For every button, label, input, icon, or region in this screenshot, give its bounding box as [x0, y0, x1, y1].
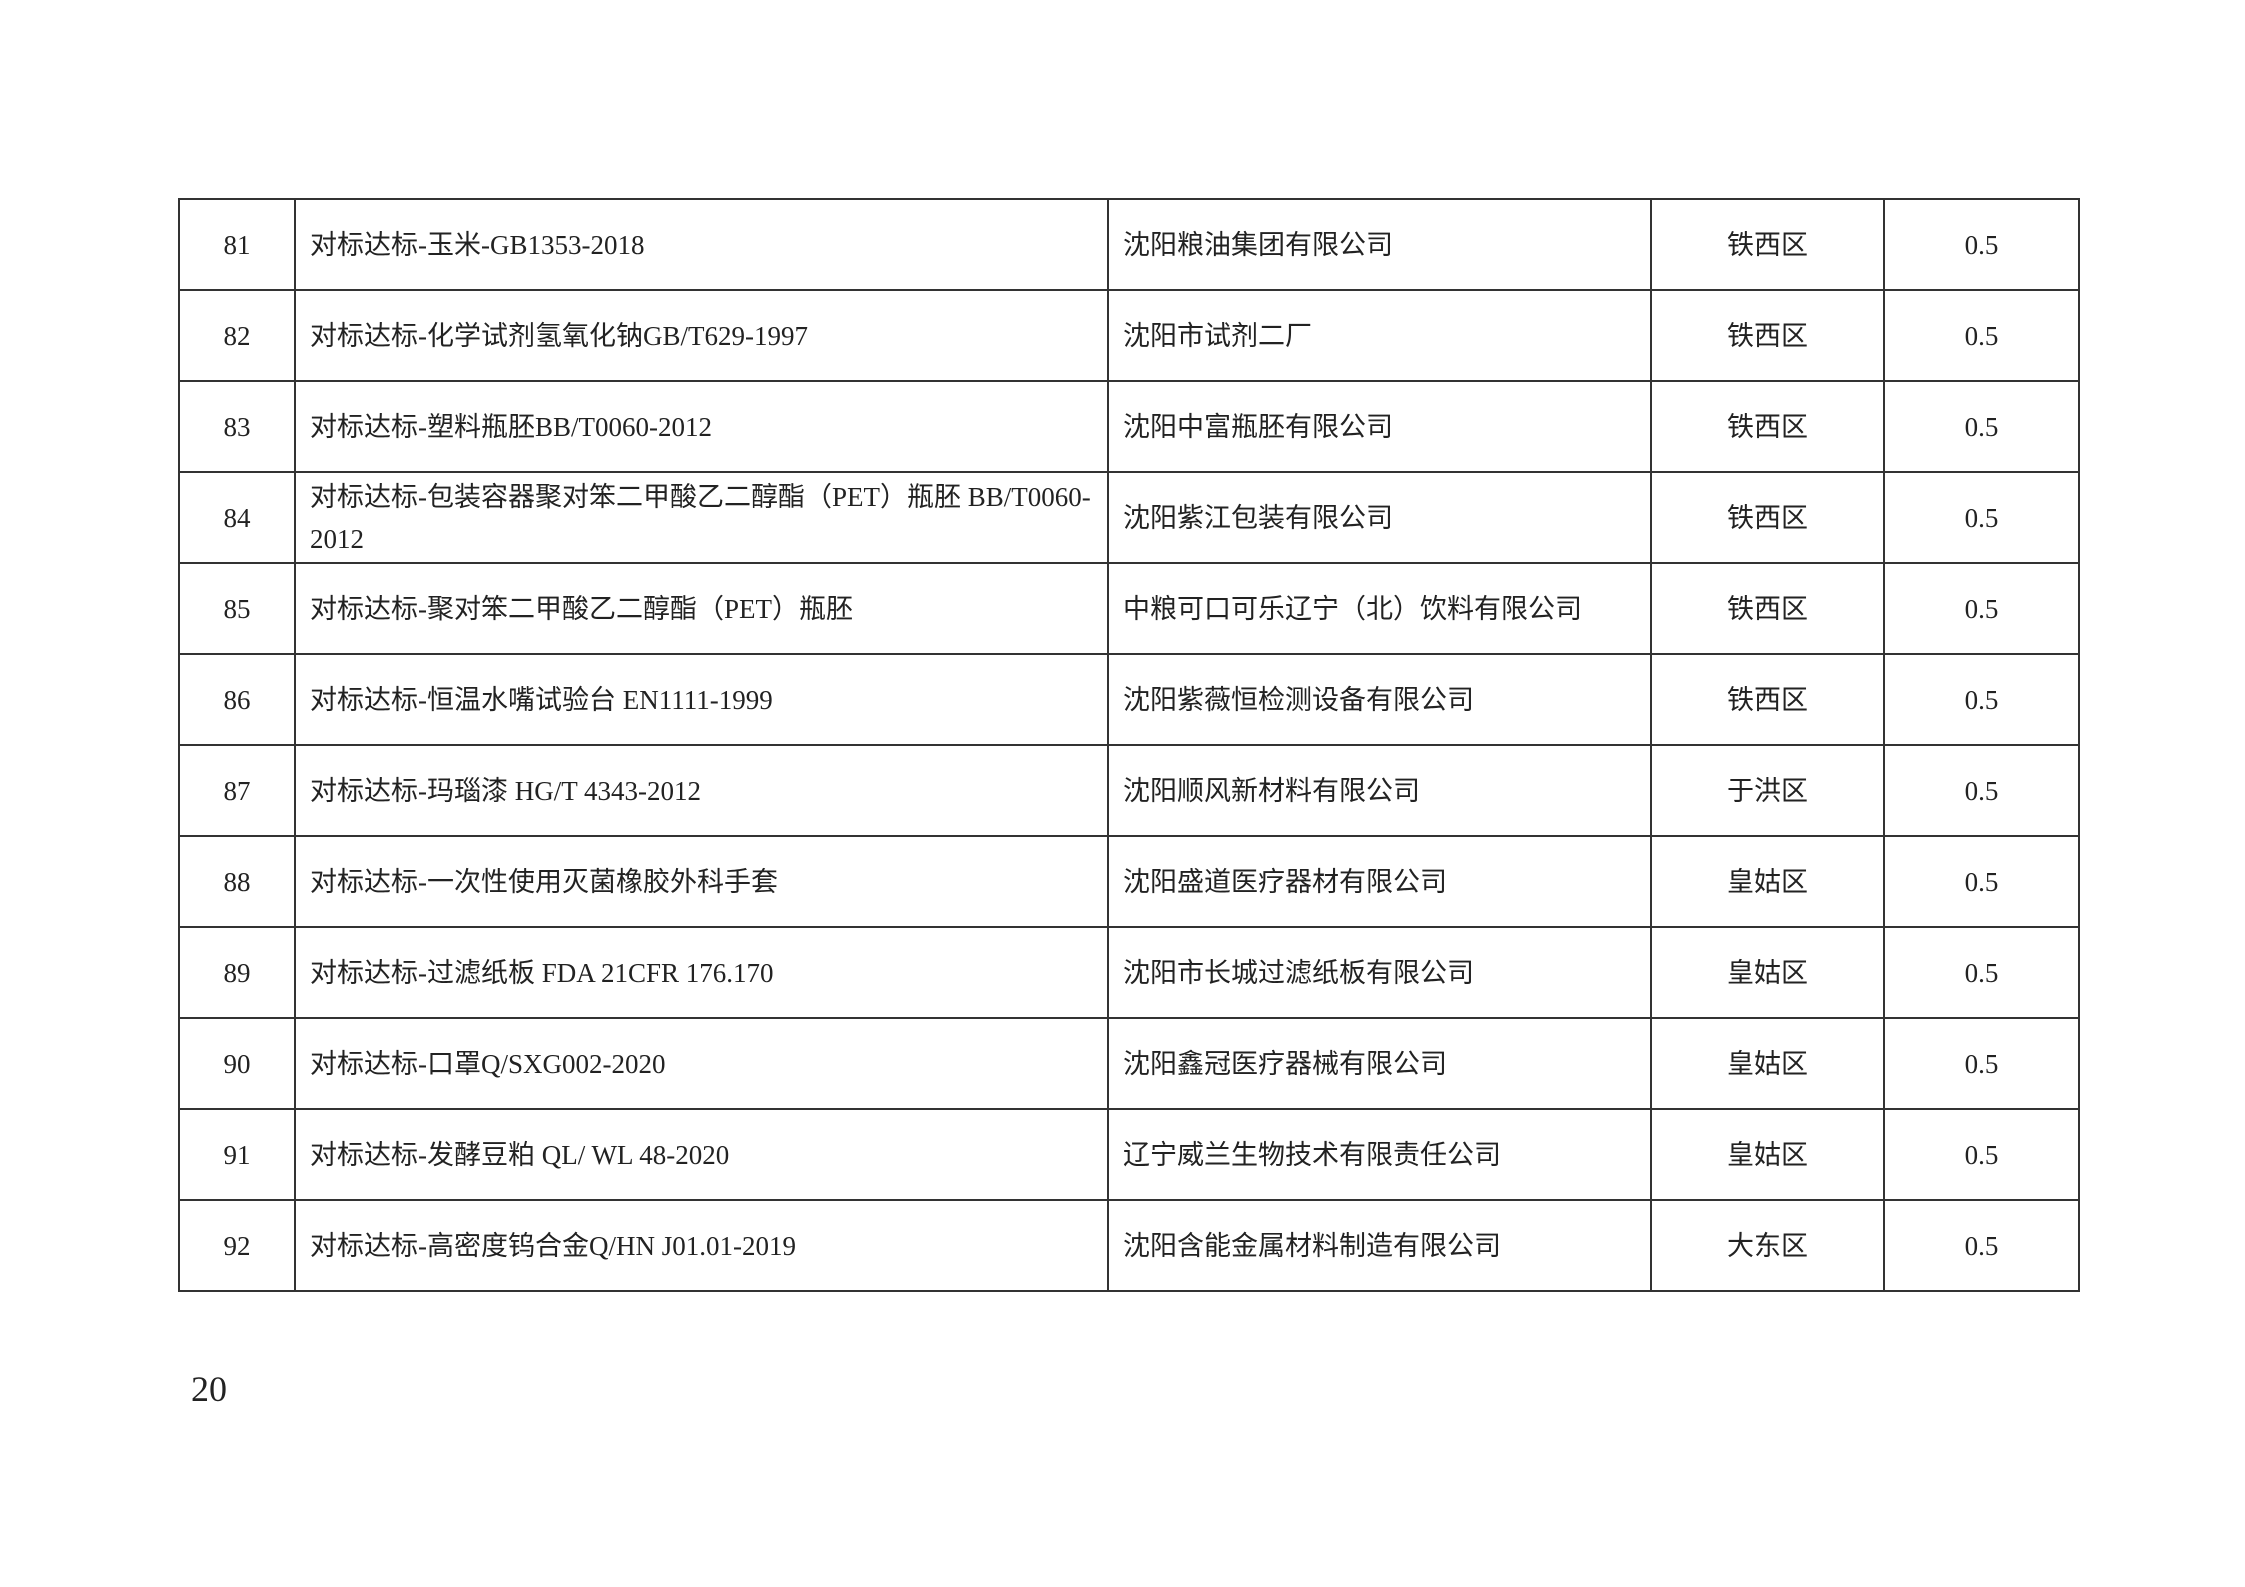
amount-cell: 0.5: [1883, 289, 2080, 382]
company-cell: 沈阳顺风新材料有限公司: [1107, 744, 1652, 837]
project-name-cell: 对标达标-口罩Q/SXG002-2020: [294, 1017, 1109, 1110]
company-cell: 沈阳紫薇恒检测设备有限公司: [1107, 653, 1652, 746]
district-cell: 大东区: [1650, 1199, 1885, 1292]
table-row: 92 对标达标-高密度钨合金Q/HN J01.01-2019 沈阳含能金属材料制造有…: [178, 1199, 2080, 1292]
amount-cell: 0.5: [1883, 1108, 2080, 1201]
page-number: 20: [191, 1369, 227, 1409]
amount-cell: 0.5: [1883, 835, 2080, 928]
row-number-cell: 85: [178, 562, 296, 655]
project-name-cell: 对标达标-过滤纸板 FDA 21CFR 176.170: [294, 926, 1109, 1019]
project-name-cell: 对标达标-高密度钨合金Q/HN J01.01-2019: [294, 1199, 1109, 1292]
project-name-cell: 对标达标-包装容器聚对笨二甲酸乙二醇酯（PET）瓶胚 BB/T0060-2012: [294, 471, 1109, 564]
table-row: 82 对标达标-化学试剂氢氧化钠GB/T629-1997 沈阳市试剂二厂 铁西区 0.5: [178, 289, 2080, 382]
district-cell: 皇姑区: [1650, 1108, 1885, 1201]
row-number-cell: 87: [178, 744, 296, 837]
company-cell: 沈阳鑫冠医疗器械有限公司: [1107, 1017, 1652, 1110]
table-row: 81 对标达标-玉米-GB1353-2018 沈阳粮油集团有限公司 铁西区 0.5: [178, 198, 2080, 291]
project-name-cell: 对标达标-塑料瓶胚BB/T0060-2012: [294, 380, 1109, 473]
project-name-cell: 对标达标-化学试剂氢氧化钠GB/T629-1997: [294, 289, 1109, 382]
table-row: 88 对标达标-一次性使用灭菌橡胶外科手套 沈阳盛道医疗器材有限公司 皇姑区 0.5: [178, 835, 2080, 928]
amount-cell: 0.5: [1883, 562, 2080, 655]
district-cell: 铁西区: [1650, 562, 1885, 655]
district-cell: 皇姑区: [1650, 835, 1885, 928]
district-cell: 铁西区: [1650, 198, 1885, 291]
amount-cell: 0.5: [1883, 471, 2080, 564]
table-row: 83 对标达标-塑料瓶胚BB/T0060-2012 沈阳中富瓶胚有限公司 铁西区 0.5: [178, 380, 2080, 473]
company-cell: 沈阳紫江包装有限公司: [1107, 471, 1652, 564]
company-cell: 辽宁威兰生物技术有限责任公司: [1107, 1108, 1652, 1201]
amount-cell: 0.5: [1883, 744, 2080, 837]
district-cell: 皇姑区: [1650, 926, 1885, 1019]
district-cell: 铁西区: [1650, 380, 1885, 473]
company-cell: 沈阳市试剂二厂: [1107, 289, 1652, 382]
amount-cell: 0.5: [1883, 653, 2080, 746]
row-number-cell: 88: [178, 835, 296, 928]
project-name-cell: 对标达标-玉米-GB1353-2018: [294, 198, 1109, 291]
district-cell: 铁西区: [1650, 471, 1885, 564]
project-name-cell: 对标达标-恒温水嘴试验台 EN1111-1999: [294, 653, 1109, 746]
project-name-cell: 对标达标-玛瑙漆 HG/T 4343-2012: [294, 744, 1109, 837]
row-number-cell: 82: [178, 289, 296, 382]
table-row: 84 对标达标-包装容器聚对笨二甲酸乙二醇酯（PET）瓶胚 BB/T0060-20…: [178, 471, 2080, 564]
project-name-cell: 对标达标-一次性使用灭菌橡胶外科手套: [294, 835, 1109, 928]
table-row: 89 对标达标-过滤纸板 FDA 21CFR 176.170 沈阳市长城过滤纸板有限…: [178, 926, 2080, 1019]
district-cell: 皇姑区: [1650, 1017, 1885, 1110]
row-number-cell: 81: [178, 198, 296, 291]
district-cell: 铁西区: [1650, 289, 1885, 382]
project-table: 81 对标达标-玉米-GB1353-2018 沈阳粮油集团有限公司 铁西区 0.5 82 对…: [178, 198, 2080, 1292]
district-cell: 于洪区: [1650, 744, 1885, 837]
row-number-cell: 84: [178, 471, 296, 564]
table-row: 85 对标达标-聚对笨二甲酸乙二醇酯（PET）瓶胚 中粮可口可乐辽宁（北）饮料有限公…: [178, 562, 2080, 655]
amount-cell: 0.5: [1883, 926, 2080, 1019]
company-cell: 沈阳盛道医疗器材有限公司: [1107, 835, 1652, 928]
company-cell: 沈阳中富瓶胚有限公司: [1107, 380, 1652, 473]
amount-cell: 0.5: [1883, 1017, 2080, 1110]
table-row: 91 对标达标-发酵豆粕 QL/ WL 48-2020 辽宁威兰生物技术有限责任公司…: [178, 1108, 2080, 1201]
district-cell: 铁西区: [1650, 653, 1885, 746]
amount-cell: 0.5: [1883, 1199, 2080, 1292]
amount-cell: 0.5: [1883, 380, 2080, 473]
row-number-cell: 92: [178, 1199, 296, 1292]
company-cell: 沈阳粮油集团有限公司: [1107, 198, 1652, 291]
row-number-cell: 83: [178, 380, 296, 473]
row-number-cell: 89: [178, 926, 296, 1019]
company-cell: 沈阳市长城过滤纸板有限公司: [1107, 926, 1652, 1019]
company-cell: 中粮可口可乐辽宁（北）饮料有限公司: [1107, 562, 1652, 655]
company-cell: 沈阳含能金属材料制造有限公司: [1107, 1199, 1652, 1292]
project-name-cell: 对标达标-发酵豆粕 QL/ WL 48-2020: [294, 1108, 1109, 1201]
table-row: 90 对标达标-口罩Q/SXG002-2020 沈阳鑫冠医疗器械有限公司 皇姑区 0.5: [178, 1017, 2080, 1110]
table-row: 86 对标达标-恒温水嘴试验台 EN1111-1999 沈阳紫薇恒检测设备有限公司铁…: [178, 653, 2080, 746]
amount-cell: 0.5: [1883, 198, 2080, 291]
row-number-cell: 86: [178, 653, 296, 746]
table-row: 87 对标达标-玛瑙漆 HG/T 4343-2012 沈阳顺风新材料有限公司 于洪区 0…: [178, 744, 2080, 837]
project-name-cell: 对标达标-聚对笨二甲酸乙二醇酯（PET）瓶胚: [294, 562, 1109, 655]
row-number-cell: 90: [178, 1017, 296, 1110]
row-number-cell: 91: [178, 1108, 296, 1201]
